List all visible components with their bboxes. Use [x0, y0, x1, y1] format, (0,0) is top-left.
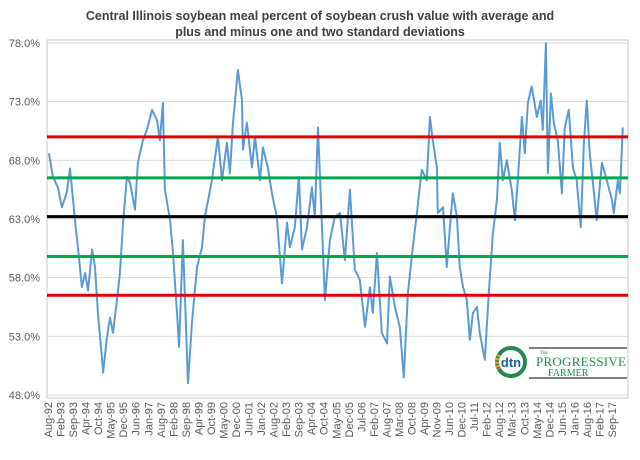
- logo-prefix: The: [540, 351, 549, 356]
- y-tick-label: 68.0%: [9, 155, 40, 167]
- x-tick-label: Aug-12: [494, 402, 506, 437]
- y-axis: 48.0% 53.0% 58.0% 63.0% 68.0% 73.0% 78.0%: [9, 38, 40, 402]
- x-tick-label: Feb-98: [168, 402, 180, 437]
- y-tick-label: 58.0%: [9, 273, 40, 285]
- dtn-progressive-farmer-logo: dtn The PROGRESSIVE FARMER: [495, 346, 627, 379]
- x-tick-label: Jul-11: [469, 402, 481, 431]
- x-tick-label: Oct-13: [519, 402, 531, 435]
- x-tick-label: Jan-97: [143, 402, 155, 436]
- x-tick-label: Dec-00: [231, 402, 243, 437]
- x-tick-label: May-00: [218, 402, 230, 439]
- x-tick-label: Jul-06: [356, 402, 368, 432]
- logo-name-line-2: FARMER: [548, 368, 589, 379]
- logo-name-line-1: PROGRESSIVE: [536, 354, 626, 369]
- x-tick-label: Feb-17: [594, 402, 606, 437]
- y-tick-label: 73.0%: [9, 97, 40, 109]
- series-line: [47, 42, 624, 385]
- x-tick-label: Aug-02: [269, 402, 281, 437]
- x-tick-label: Oct-99: [206, 402, 218, 435]
- series-layer: [47, 42, 624, 385]
- x-tick-label: Dec-95: [118, 402, 130, 437]
- x-tick-label: Jan-16: [569, 402, 581, 436]
- x-tick-label: Aug-97: [156, 402, 168, 437]
- x-tick-label: Apr-09: [419, 402, 431, 435]
- x-tick-label: May-95: [106, 402, 118, 439]
- logo-brand: dtn: [501, 355, 521, 370]
- x-tick-label: Oct-08: [406, 402, 418, 435]
- x-tick-label: Apr-99: [193, 402, 205, 435]
- x-tick-label: Mar-13: [507, 402, 519, 437]
- x-tick-label: Oct-04: [319, 402, 331, 435]
- x-tick-label: Aug-92: [43, 402, 55, 437]
- x-tick-label: May-05: [331, 402, 343, 439]
- x-tick-label: Mar-08: [394, 402, 406, 437]
- gridlines: [47, 42, 628, 396]
- chart-title-line-1: Central Illinois soybean meal percent of…: [86, 9, 554, 23]
- chart-title-line-2: plus and minus one and two standard devi…: [175, 25, 465, 39]
- x-tick-label: Dec-05: [344, 402, 356, 437]
- x-tick-label: Jun-15: [557, 402, 569, 436]
- x-tick-label: Sep-93: [68, 402, 80, 437]
- reference-lines: [47, 135, 628, 297]
- x-tick-label: Sep-98: [181, 402, 193, 437]
- x-tick-label: Dec-14: [544, 402, 556, 437]
- x-tick-label: Feb-03: [281, 402, 293, 437]
- y-tick-label: 48.0%: [9, 390, 40, 402]
- x-tick-label: Nov-09: [432, 402, 444, 437]
- y-tick-label: 78.0%: [9, 38, 40, 50]
- x-tick-label: Feb-12: [482, 402, 494, 437]
- x-tick-label: Dec-10: [457, 402, 469, 437]
- x-tick-label: Sep-17: [607, 402, 619, 437]
- x-tick-label: Jan-02: [256, 402, 268, 436]
- x-tick-label: Feb-93: [56, 402, 68, 437]
- y-tick-label: 53.0%: [9, 331, 40, 343]
- x-tick-label: Feb-07: [369, 402, 381, 437]
- x-tick-label: Aug-16: [582, 402, 594, 437]
- x-tick-label: Jun-96: [131, 402, 143, 436]
- y-tick-label: 63.0%: [9, 214, 40, 226]
- x-axis: Aug-92 Feb-93 Sep-93 Apr-94 Oct-94 May-95 Dec-…: [43, 402, 619, 439]
- x-tick-label: Apr-04: [306, 402, 318, 435]
- x-tick-label: Apr-94: [81, 402, 93, 435]
- x-tick-label: Jun-10: [444, 402, 456, 436]
- logo-ring-accent-icon: [495, 354, 501, 370]
- x-tick-label: Aug-07: [381, 402, 393, 437]
- x-tick-label: Sep-03: [294, 402, 306, 437]
- x-tick-label: Jun-01: [244, 402, 256, 436]
- x-tick-label: May-14: [532, 402, 544, 439]
- x-tick-label: Oct-94: [93, 402, 105, 435]
